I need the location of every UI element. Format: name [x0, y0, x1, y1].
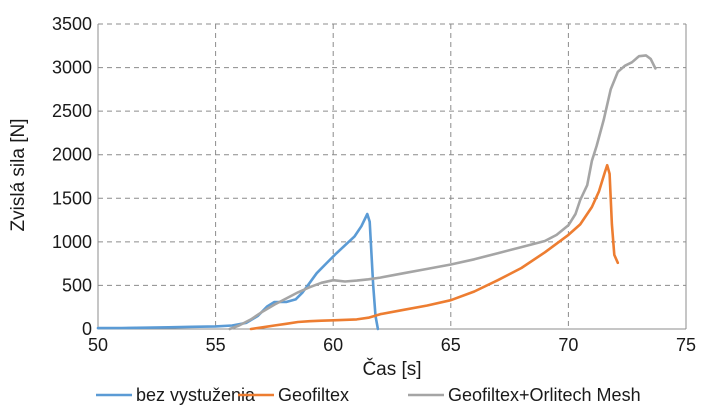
- y-tick-label: 1000: [52, 232, 92, 252]
- y-axis-title: Zvislá sila [N]: [8, 119, 29, 232]
- y-tick-label: 2500: [52, 101, 92, 121]
- y-tick-label: 3500: [52, 14, 92, 34]
- legend-label: Geofiltex: [278, 385, 349, 405]
- y-tick-label: 500: [62, 275, 92, 295]
- y-tick-label: 0: [82, 319, 92, 339]
- y-tick-label: 1500: [52, 188, 92, 208]
- x-tick-label: 65: [441, 335, 461, 355]
- x-tick-label: 70: [558, 335, 578, 355]
- series-line-3: [228, 54, 657, 331]
- x-tick-label: 75: [676, 335, 696, 355]
- legend-label: bez vystuženia: [136, 385, 256, 405]
- gridlines: [97, 23, 687, 330]
- x-tick-label: 50: [88, 335, 108, 355]
- x-axis-ticks: 50 55 60 65 70 75: [88, 335, 696, 355]
- series-lines: [96, 54, 657, 331]
- y-tick-label: 2000: [52, 145, 92, 165]
- series-line-2: [249, 163, 620, 331]
- x-tick-label: 55: [206, 335, 226, 355]
- legend-label: Geofiltex+Orlitech Mesh: [448, 385, 641, 405]
- y-axis-ticks: 0 500 1000 1500 2000 2500 3000 3500: [52, 14, 92, 339]
- x-tick-label: 60: [323, 335, 343, 355]
- series-line-1: [96, 212, 380, 331]
- x-axis-title: Čas [s]: [362, 358, 421, 380]
- y-tick-label: 3000: [52, 58, 92, 78]
- legend: bez vystuženia Geofiltex Geofiltex+Orlitec…: [96, 385, 641, 405]
